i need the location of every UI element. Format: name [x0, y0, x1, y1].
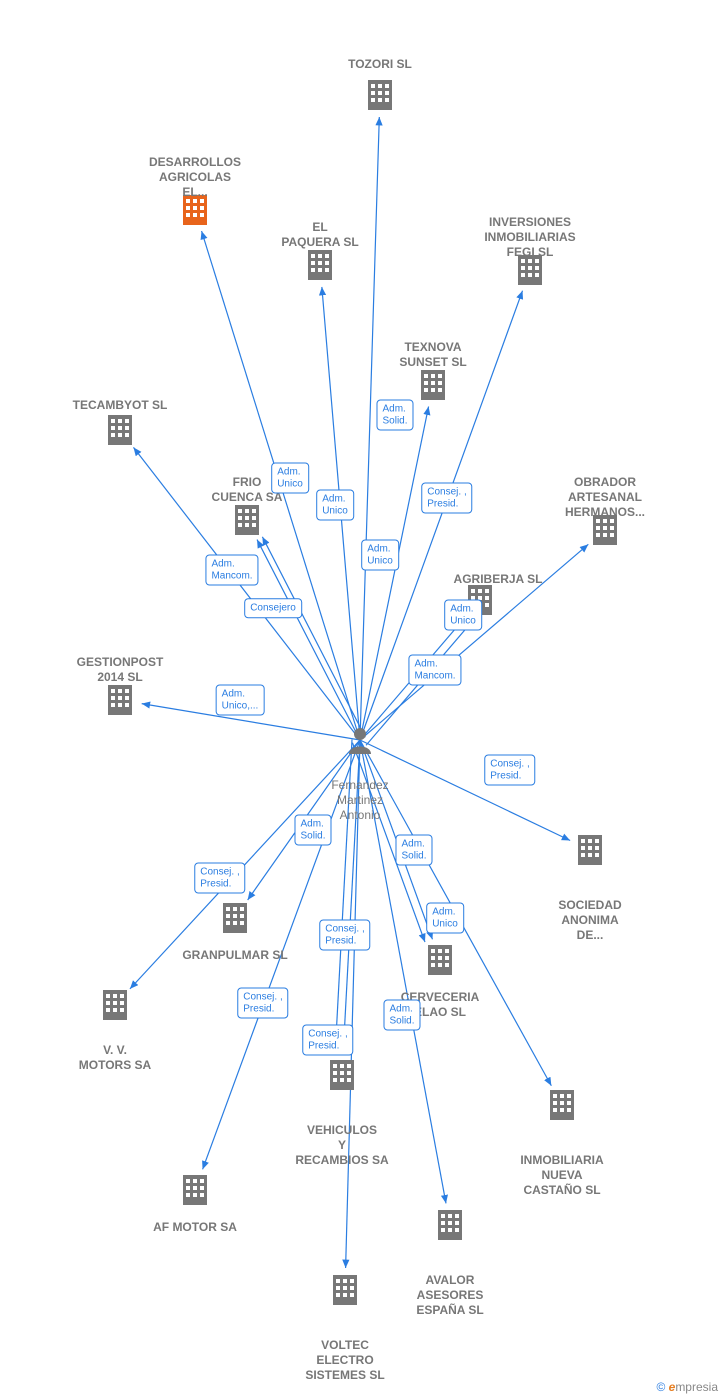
node-label-granpulmar: GRANPULMAR SL [180, 948, 290, 963]
edge-label-inversiones-fegi: Consej. , Presid. [421, 483, 472, 514]
building-icon-el-paquera[interactable] [305, 248, 335, 282]
edge-label-texnova-sunset: Adm. Solid. [376, 400, 413, 431]
node-label-vehiculos-recambios: VEHICULOS Y RECAMBIOS SA [287, 1123, 397, 1168]
edge-label-cerveceria-elao: Adm. Unico [426, 903, 464, 934]
building-icon-vehiculos-recambios[interactable] [327, 1058, 357, 1092]
node-label-gestionpost: GESTIONPOST 2014 SL [65, 655, 175, 685]
edge-label-el-paquera: Adm. Unico [316, 490, 354, 521]
edge-to-frio-cuenca [257, 540, 360, 740]
node-label-obrador-artesanal: OBRADOR ARTESANAL HERMANOS... [550, 475, 660, 520]
building-icon-tecambyot[interactable] [105, 413, 135, 447]
edge-label-agriberja: Adm. Mancom. [408, 655, 461, 686]
edge-label-af-motor: Consej. , Presid. [237, 988, 288, 1019]
building-icon-gestionpost[interactable] [105, 683, 135, 717]
edge-label-granpulmar: Adm. Solid. [294, 815, 331, 846]
edge-label-frio-cuenca: Consejero [244, 598, 302, 618]
node-label-desarrollos-agricolas: DESARROLLOS AGRICOLAS EL... [140, 155, 250, 200]
node-label-tozori: TOZORI SL [325, 57, 435, 72]
building-icon-tozori[interactable] [365, 78, 395, 112]
edge-label-obrador-artesanal: Adm. Unico [361, 540, 399, 571]
edge-label-gestionpost: Adm. Unico,... [216, 685, 265, 716]
node-label-sociedad-anonima: SOCIEDAD ANONIMA DE... [535, 898, 645, 943]
building-icon-cerveceria-elao[interactable] [425, 943, 455, 977]
edge-label-sociedad-anonima: Consej. , Presid. [484, 755, 535, 786]
edge-to-frio-cuenca [262, 537, 365, 737]
edge-label-vehiculos-recambios: Consej. , Presid. [319, 920, 370, 951]
building-icon-vv-motors[interactable] [100, 988, 130, 1022]
building-icon-avalor-asesores[interactable] [435, 1208, 465, 1242]
building-icon-af-motor[interactable] [180, 1173, 210, 1207]
node-label-texnova-sunset: TEXNOVA SUNSET SL [378, 340, 488, 370]
footer-credit: © empresia [656, 1380, 718, 1394]
building-icon-voltec-electro[interactable] [330, 1273, 360, 1307]
edge-label-agriberja: Adm. Unico [444, 600, 482, 631]
edge-label-vv-motors: Consej. , Presid. [194, 863, 245, 894]
node-label-af-motor: AF MOTOR SA [140, 1220, 250, 1235]
brand: empresia [669, 1380, 718, 1394]
building-icon-inmobiliaria-castano[interactable] [547, 1088, 577, 1122]
building-icon-sociedad-anonima[interactable] [575, 833, 605, 867]
edge-label-desarrollos-agricolas: Adm. Unico [271, 463, 309, 494]
building-icon-frio-cuenca[interactable] [232, 503, 262, 537]
node-label-tecambyot: TECAMBYOT SL [65, 398, 175, 413]
edge-label-vehiculos-recambios: Consej. , Presid. [302, 1025, 353, 1056]
node-label-el-paquera: EL PAQUERA SL [265, 220, 375, 250]
node-label-avalor-asesores: AVALOR ASESORES ESPAÑA SL [395, 1273, 505, 1318]
node-label-vv-motors: V. V. MOTORS SA [60, 1043, 170, 1073]
node-label-voltec-electro: VOLTEC ELECTRO SISTEMES SL [290, 1338, 400, 1383]
building-icon-granpulmar[interactable] [220, 901, 250, 935]
node-label-inmobiliaria-castano: INMOBILIARIA NUEVA CASTAÑO SL [507, 1153, 617, 1198]
edge-label-avalor-asesores: Adm. Solid. [383, 1000, 420, 1031]
person-icon-center[interactable] [347, 726, 373, 754]
edge-label-cerveceria-elao: Adm. Solid. [395, 835, 432, 866]
node-label-agriberja: AGRIBERJA SL [443, 572, 553, 587]
copyright-symbol: © [656, 1380, 665, 1394]
edge-label-frio-cuenca: Adm. Mancom. [205, 555, 258, 586]
building-icon-texnova-sunset[interactable] [418, 368, 448, 402]
node-label-inversiones-fegi: INVERSIONES INMOBILIARIAS FEGI SL [475, 215, 585, 260]
